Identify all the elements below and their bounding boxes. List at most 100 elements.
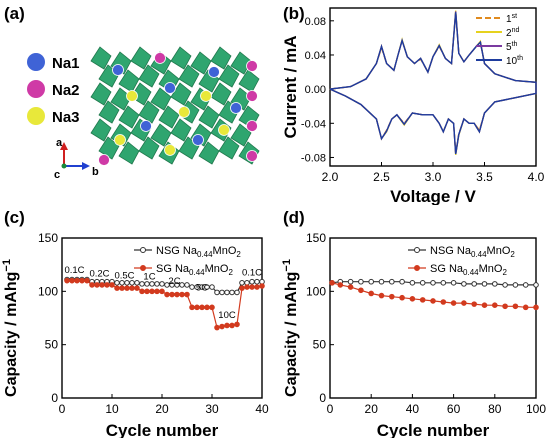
y-tick-label: 100 xyxy=(38,284,58,298)
capacity-point xyxy=(461,300,467,306)
y-tick-label: -0.08 xyxy=(301,152,326,164)
mno-polyhedron xyxy=(218,64,240,88)
legend-marker xyxy=(140,265,146,271)
capacity-point xyxy=(440,299,447,305)
capacity-point xyxy=(378,278,385,285)
y-tick-label: 150 xyxy=(306,231,326,245)
capacity-point xyxy=(174,291,180,298)
x-tick-label: 2.5 xyxy=(373,170,390,184)
x-tick-label: 20 xyxy=(365,402,379,416)
capacity-point xyxy=(189,284,195,290)
capacity-point xyxy=(189,304,195,311)
mno-polyhedron xyxy=(118,105,140,129)
crystal-polyhedra xyxy=(90,46,260,166)
y-tick-label: 0.04 xyxy=(305,50,326,62)
na-site-sphere xyxy=(246,150,258,162)
capacity-point xyxy=(347,284,354,290)
x-tick-label: 100 xyxy=(526,402,546,416)
x-tick-label: 0 xyxy=(59,402,66,416)
capacity-point xyxy=(219,323,225,330)
capacity-point xyxy=(214,324,220,331)
mno-polyhedron xyxy=(230,123,252,147)
x-tick-label: 20 xyxy=(155,402,169,416)
y-tick-label: 100 xyxy=(306,284,326,298)
y-axis-label: Capacity / mAhg−1 xyxy=(281,259,300,397)
capacity-point xyxy=(450,280,457,286)
na-site-sphere xyxy=(200,90,212,102)
capacity-point xyxy=(533,282,539,288)
y-tick-label: -0.04 xyxy=(301,118,326,130)
capacity-point xyxy=(159,288,165,295)
capacity-point xyxy=(209,284,215,290)
capacity-point xyxy=(234,289,240,296)
capacity-point xyxy=(249,284,255,290)
capacity-point xyxy=(378,292,385,299)
panel-label-d: (d) xyxy=(283,208,305,227)
legend-entry: 2nd xyxy=(506,27,519,39)
capacity-point xyxy=(502,282,508,288)
mno-polyhedron xyxy=(90,82,112,106)
axis-c-label: c xyxy=(54,169,60,181)
capacity-point xyxy=(329,280,335,286)
legend-marker xyxy=(414,265,420,271)
panel-label-a: (a) xyxy=(4,4,25,23)
na-site-sphere xyxy=(164,144,176,156)
capacity-point xyxy=(368,290,374,297)
capacity-point xyxy=(234,321,240,328)
x-tick-label: 60 xyxy=(447,402,461,416)
na-site-sphere xyxy=(230,102,242,114)
capacity-point xyxy=(249,278,255,285)
y-axis-label: Capacity / mAhg−1 xyxy=(1,259,20,397)
legend-entry: SG Na0.44MnO2 xyxy=(156,263,233,277)
capacity-point xyxy=(522,282,529,288)
capacity-point xyxy=(533,304,539,311)
mno-polyhedron xyxy=(130,46,152,70)
mno-polyhedron xyxy=(210,46,232,70)
capacity-point xyxy=(74,277,80,284)
capacity-point xyxy=(204,304,210,311)
x-tick-label: 3.5 xyxy=(476,170,493,184)
mno-polyhedron xyxy=(158,105,180,129)
cv-series-line xyxy=(329,12,537,155)
mno-polyhedron xyxy=(198,141,220,165)
capacity-point xyxy=(154,288,160,295)
capacity-point xyxy=(347,278,354,285)
y-axis-label: Current / mA xyxy=(281,36,300,139)
capacity-legend: NSG Na0.44MnO2 SG Na0.44MnO2 xyxy=(134,245,241,277)
na-site-sphere xyxy=(192,134,204,146)
mno-polyhedron xyxy=(210,82,232,106)
panel-label-b: (b) xyxy=(283,4,305,23)
x-tick-label: 30 xyxy=(205,402,219,416)
rate-label: 0.5C xyxy=(114,271,134,282)
na-site-sphere xyxy=(246,60,258,72)
rate-label: 0.1C xyxy=(64,265,84,276)
capacity-point xyxy=(239,280,245,286)
capacity-point xyxy=(358,278,364,285)
mno-polyhedron xyxy=(90,118,112,142)
capacity-point xyxy=(114,285,120,291)
capacity-point xyxy=(149,288,155,295)
capacity-point xyxy=(409,280,416,286)
na-site-sphere xyxy=(112,64,124,76)
rate-label: 2C xyxy=(168,276,180,287)
rate-label: 10C xyxy=(218,310,236,321)
capacity-point xyxy=(254,278,260,285)
y-tick-label: 0.00 xyxy=(305,84,326,96)
x-tick-label: 10 xyxy=(105,402,119,416)
mno-polyhedron xyxy=(138,100,160,124)
crystal-axes: a b c xyxy=(54,137,99,181)
capacity-point xyxy=(224,322,230,329)
capacity-point xyxy=(399,294,405,301)
capacity-point xyxy=(134,285,140,291)
capacity-point xyxy=(184,282,190,288)
na1-legend-sphere xyxy=(27,53,45,71)
legend-entry: SG Na0.44MnO2 xyxy=(430,263,507,277)
x-tick-label: 4.0 xyxy=(528,170,545,184)
capacity-point xyxy=(229,289,235,296)
na2-legend-label: Na2 xyxy=(52,82,80,99)
capacity-legend: NSG Na0.44MnO2 SG Na0.44MnO2 xyxy=(408,245,515,277)
capacity-point xyxy=(492,281,498,287)
mno-polyhedron xyxy=(118,141,140,165)
legend-entry: 5th xyxy=(506,41,518,53)
na3-legend-sphere xyxy=(27,107,45,125)
